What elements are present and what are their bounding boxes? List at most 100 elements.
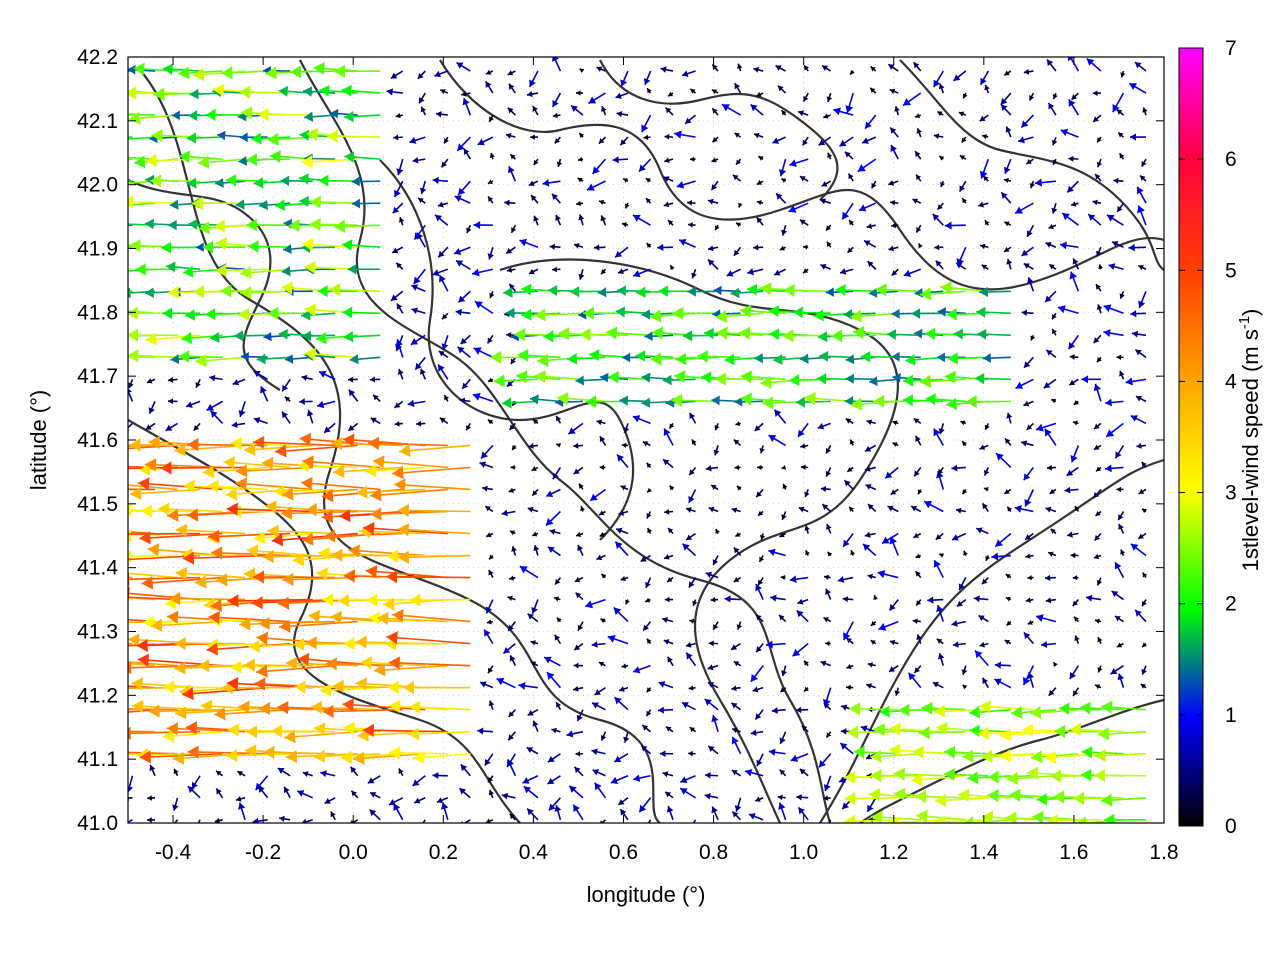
wind-vector-head — [194, 575, 207, 589]
wind-vector — [1009, 788, 1056, 802]
wind-vector-head — [689, 618, 695, 624]
wind-vector — [657, 706, 674, 714]
wind-vector — [553, 596, 561, 602]
wind-vector-head — [388, 656, 400, 670]
wind-vector-head — [158, 502, 170, 516]
y-axis-title: latitude (°) — [26, 390, 51, 491]
wind-vector-head — [585, 600, 594, 609]
colorbar-tick-label: 4 — [1225, 370, 1237, 393]
wind-vector-head — [826, 732, 832, 738]
wind-vector-head — [1025, 553, 1031, 559]
wind-vector-head — [688, 685, 694, 691]
wind-vector-head — [270, 724, 282, 738]
wind-vector-head — [282, 572, 294, 587]
wind-vector — [596, 554, 606, 561]
wind-vector — [912, 618, 921, 624]
wind-vector — [994, 678, 1012, 689]
wind-vector — [1094, 684, 1102, 690]
wind-vector — [487, 775, 494, 783]
wind-vector-head — [646, 512, 652, 519]
wind-vector-head — [173, 768, 179, 775]
wind-vector-head — [1093, 553, 1100, 560]
wind-vector-head — [305, 636, 317, 650]
wind-vector-head — [150, 618, 163, 632]
wind-vector — [163, 680, 223, 694]
wind-vector-head — [711, 715, 719, 723]
wind-vector-head — [214, 817, 220, 823]
wind-vector-head — [182, 687, 194, 701]
wind-vector-head — [735, 532, 741, 537]
wind-vector-head — [210, 598, 223, 612]
wind-vector — [575, 531, 584, 537]
wind-vector — [323, 529, 403, 543]
wind-vector-head — [302, 771, 309, 777]
wind-vector-shaft — [692, 819, 697, 823]
wind-vector — [128, 662, 156, 667]
wind-vector-head — [870, 640, 876, 645]
wind-vector — [973, 595, 989, 603]
wind-vector-head — [952, 641, 959, 648]
wind-vector — [1073, 791, 1124, 806]
wind-vector-head — [733, 577, 740, 582]
wind-vector — [128, 334, 133, 337]
wind-vector — [664, 508, 674, 515]
wind-vector — [731, 736, 742, 755]
wind-vector — [599, 532, 606, 538]
wind-vector — [572, 804, 584, 821]
wind-vector — [707, 664, 719, 671]
wind-vector-head — [72, 661, 83, 674]
wind-vector — [296, 790, 313, 799]
wind-vector — [527, 708, 539, 717]
wind-vector — [936, 604, 945, 622]
wind-vector — [85, 154, 133, 167]
wind-vector — [509, 813, 516, 821]
wind-vector — [748, 813, 764, 821]
wind-vector-shaft — [150, 620, 223, 627]
wind-vector-head — [216, 788, 222, 795]
wind-vector — [933, 559, 944, 578]
wind-vector — [128, 356, 133, 359]
wind-vector — [621, 663, 629, 669]
wind-vector — [685, 652, 697, 667]
wind-vector-head — [331, 548, 343, 562]
wind-vector-head — [526, 747, 534, 753]
wind-vector — [458, 787, 471, 799]
wind-vector-head — [554, 805, 562, 812]
wind-vector-head — [934, 815, 946, 823]
wind-vector-head — [509, 575, 515, 581]
wind-vector-head — [332, 679, 344, 693]
wind-vector — [868, 788, 921, 802]
wind-vector-head — [913, 532, 919, 538]
wind-vector — [617, 797, 629, 806]
wind-vector-head — [386, 570, 398, 584]
wind-vector — [284, 730, 358, 744]
wind-vector-head — [263, 745, 275, 759]
wind-vector — [487, 665, 494, 674]
wind-vector — [789, 575, 809, 584]
wind-vector-head — [685, 641, 692, 648]
wind-vector — [349, 766, 359, 777]
wind-vector-head — [488, 667, 494, 674]
wind-vector-head — [128, 633, 140, 647]
wind-vector-head — [616, 527, 623, 534]
wind-vector — [285, 656, 358, 670]
wind-vector-head — [1044, 750, 1057, 765]
wind-vector-shaft — [139, 532, 223, 540]
wind-vector — [350, 790, 359, 799]
wind-vector-head — [318, 546, 330, 560]
wind-vector-head — [1114, 616, 1121, 622]
wind-vector-shaft — [128, 158, 133, 161]
wind-vector — [692, 599, 698, 607]
wind-vector-head — [918, 726, 930, 740]
wind-vector-head — [187, 745, 199, 759]
wind-vector-head — [713, 624, 719, 630]
wind-vector-head — [731, 702, 738, 709]
wind-vector — [689, 726, 697, 733]
wind-vector — [592, 769, 606, 777]
wind-vector — [501, 792, 516, 800]
wind-vector-head — [85, 154, 96, 167]
wind-vector-head — [1031, 750, 1043, 764]
wind-vector — [1110, 664, 1124, 675]
wind-vector-head — [83, 588, 94, 601]
wind-vector-head — [522, 777, 530, 784]
